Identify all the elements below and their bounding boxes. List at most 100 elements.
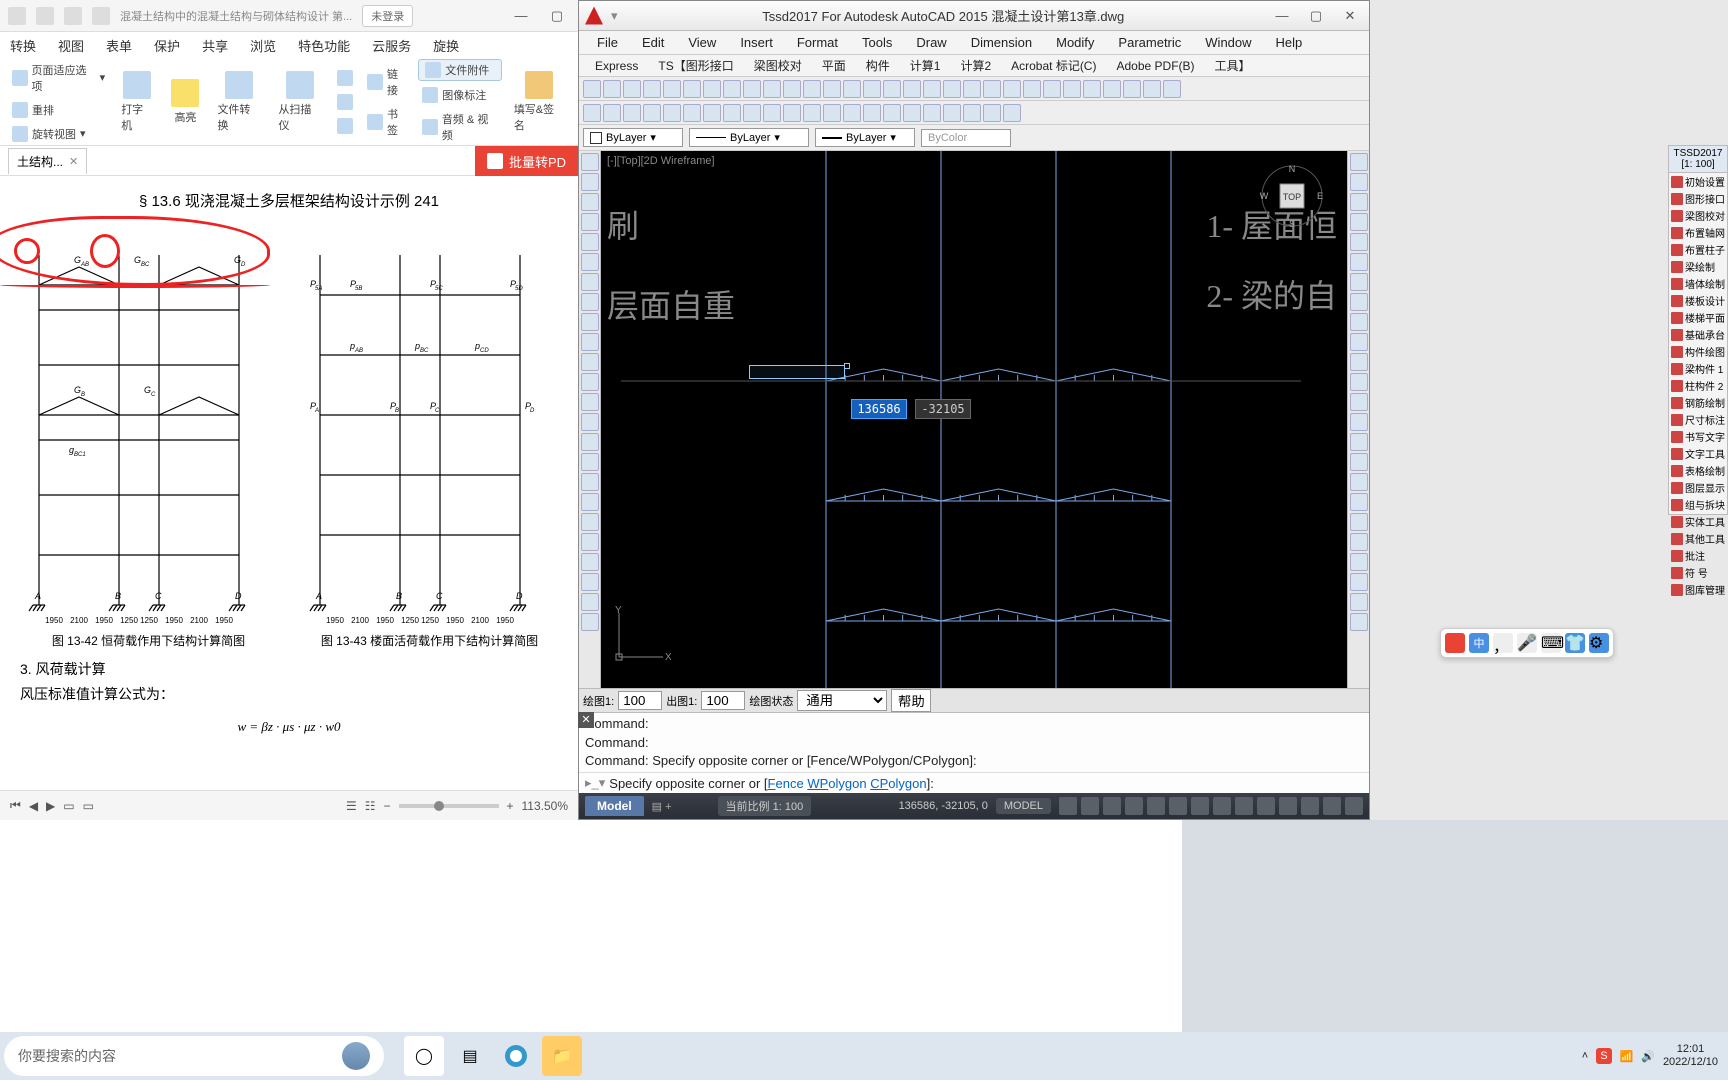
toolbar-icon[interactable] [923,104,941,122]
av-button[interactable]: 音频 & 视频 [418,109,502,145]
ime-punct-icon[interactable]: ， [1493,633,1513,653]
tab-rotate[interactable]: 旋换 [433,36,459,55]
tssd-item[interactable]: 梁图校对 [1669,207,1727,224]
toolbar-icon[interactable] [763,104,781,122]
menu2-tools[interactable]: 工具】 [1207,57,1259,74]
toolbar-icon[interactable] [983,104,1001,122]
modify-tool-icon[interactable] [1350,573,1368,591]
status-toggle-icon[interactable] [1147,797,1165,815]
modify-tool-icon[interactable] [1350,173,1368,191]
tab-cloud[interactable]: 云服务 [372,36,411,55]
toolbar-icon[interactable] [663,80,681,98]
menu2-adobepdf[interactable]: Adobe PDF(B) [1108,59,1202,73]
tssd-item[interactable]: 组与拆块 [1669,496,1727,513]
doc-tab[interactable]: 土结构...✕ [8,148,87,174]
toolbar-icon[interactable] [883,80,901,98]
tssd-item[interactable]: 图形接口 [1669,190,1727,207]
toolbar-icon[interactable] [763,80,781,98]
status-toggle-icon[interactable] [1279,797,1297,815]
draw-tool-icon[interactable] [581,153,599,171]
fill-sign-button[interactable]: 填写&签名 [508,67,570,137]
insert-small-1[interactable] [333,68,357,88]
toolbar-icon[interactable] [723,80,741,98]
color-select[interactable]: ByColor [921,129,1011,147]
status-toggle-icon[interactable] [1301,797,1319,815]
close-tab-icon[interactable]: ✕ [69,155,78,168]
modify-tool-icon[interactable] [1350,613,1368,631]
image-annot-button[interactable]: 图像标注 [418,85,502,105]
toolbar-icon[interactable] [1023,80,1041,98]
toolbar-icon[interactable] [623,80,641,98]
toolbar-icon[interactable] [743,80,761,98]
model-badge[interactable]: MODEL [996,798,1051,814]
status-toggle-icon[interactable] [1081,797,1099,815]
toolbar-icon[interactable] [1043,80,1061,98]
page-layout-icon[interactable]: ▭ [63,799,74,813]
draw-tool-icon[interactable] [581,533,599,551]
tssd-item[interactable]: 图层显示 [1669,479,1727,496]
minimize-icon[interactable]: — [1269,6,1295,26]
menu-draw[interactable]: Draw [906,35,956,50]
toolbar-icon[interactable] [863,80,881,98]
toolbar-icon[interactable] [783,80,801,98]
toolbar-icon[interactable] [1003,80,1021,98]
tssd-item[interactable]: 布置轴网 [1669,224,1727,241]
next-page-icon[interactable]: ▶ [46,799,55,813]
modify-tool-icon[interactable] [1350,273,1368,291]
status-toggle-icon[interactable] [1125,797,1143,815]
toolbar-icon[interactable] [903,104,921,122]
maximize-icon[interactable]: ▢ [544,6,570,26]
tab-share[interactable]: 共享 [202,36,228,55]
tray-ime-icon[interactable]: S [1596,1048,1611,1064]
status-toggle-icon[interactable] [1169,797,1187,815]
tssd-item[interactable]: 文字工具 [1669,445,1727,462]
maximize-icon[interactable]: ▢ [1303,6,1329,26]
hand-icon[interactable] [92,7,110,25]
zoom-slider[interactable] [399,804,499,808]
scan-button[interactable]: 从扫描仪 [272,67,327,137]
toolbar-icon[interactable] [643,104,661,122]
toolbar-icon[interactable] [863,104,881,122]
modify-tool-icon[interactable] [1350,393,1368,411]
draw-tool-icon[interactable] [581,313,599,331]
tssd-item[interactable]: 钢筋绘制 [1669,394,1727,411]
zoom-in-icon[interactable]: + [507,799,514,813]
toolbar-icon[interactable] [603,104,621,122]
toolbar-icon[interactable] [823,80,841,98]
draw-tool-icon[interactable] [581,213,599,231]
chutu1-input[interactable] [701,691,745,710]
close-icon[interactable]: ✕ [1337,6,1363,26]
tab-features[interactable]: 特色功能 [298,36,350,55]
draw-tool-icon[interactable] [581,233,599,251]
tray-volume-icon[interactable]: 🔊 [1641,1050,1655,1063]
tssd-item[interactable]: 其他工具 [1669,530,1727,547]
menu-dimension[interactable]: Dimension [961,35,1042,50]
status-toggle-icon[interactable] [1191,797,1209,815]
draw-tool-icon[interactable] [581,453,599,471]
draw-tool-icon[interactable] [581,573,599,591]
draw-tool-icon[interactable] [581,393,599,411]
tssd-item[interactable]: 构件绘图 [1669,343,1727,360]
rearrange-button[interactable]: 重排 [8,100,109,120]
status-toggle-icon[interactable] [1213,797,1231,815]
draw-tool-icon[interactable] [581,593,599,611]
toolbar-icon[interactable] [963,104,981,122]
modify-tool-icon[interactable] [1350,493,1368,511]
attach-button[interactable]: 文件附件 [418,59,502,81]
command-input-line[interactable]: ▸_▾ Specify opposite corner or [Fence WP… [579,772,1369,793]
insert-small-3[interactable] [333,116,357,136]
print-icon[interactable] [36,7,54,25]
toolbar-icon[interactable] [583,80,601,98]
menu-file[interactable]: File [587,35,628,50]
menu-view[interactable]: View [678,35,726,50]
draw-tool-icon[interactable] [581,413,599,431]
taskview-icon[interactable]: ◯ [404,1036,444,1076]
tssd-item[interactable]: 墙体绘制 [1669,275,1727,292]
menu-insert[interactable]: Insert [730,35,783,50]
draw-tool-icon[interactable] [581,493,599,511]
status-toggle-icon[interactable] [1323,797,1341,815]
toolbar-icon[interactable] [583,104,601,122]
tab-protect[interactable]: 保护 [154,36,180,55]
toolbar-icon[interactable] [703,80,721,98]
toolbar-icon[interactable] [1103,80,1121,98]
